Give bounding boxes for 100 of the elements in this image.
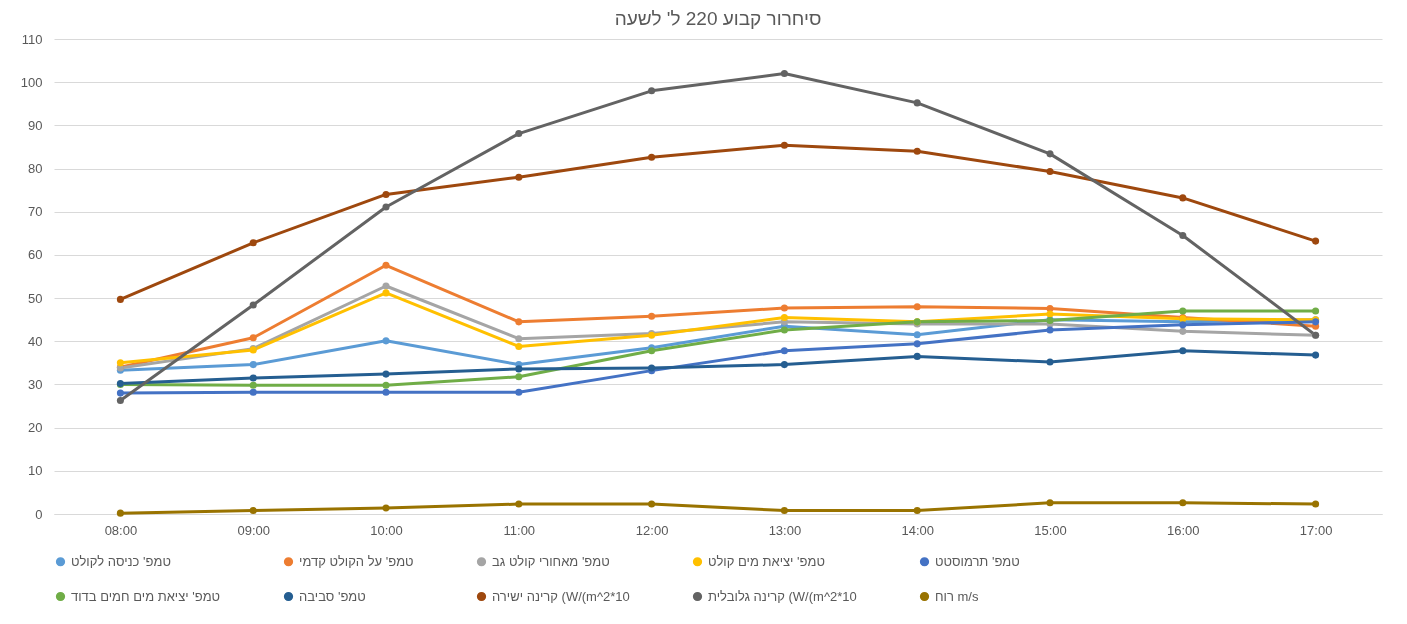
point [1046, 326, 1054, 334]
point [249, 334, 257, 342]
point [116, 396, 124, 404]
x-tick-label: 15:00 [1034, 522, 1067, 538]
legend-label: טמפ' כניסה לקולט [71, 553, 171, 569]
x-tick-label: 14:00 [901, 522, 934, 538]
point [648, 312, 656, 320]
point [780, 507, 788, 515]
point [249, 301, 257, 309]
point [780, 313, 788, 322]
point [1046, 310, 1054, 318]
x-tick-label: 10:00 [370, 522, 403, 538]
point [515, 335, 523, 343]
point [648, 87, 656, 95]
point [913, 147, 921, 155]
y-tick-label: 0 [35, 506, 43, 522]
point [1046, 499, 1054, 507]
x-tick-label: 12:00 [635, 522, 669, 538]
point [116, 295, 124, 303]
y-tick-label: 40 [28, 333, 43, 349]
point [913, 340, 921, 348]
point [913, 99, 921, 107]
point [515, 500, 523, 508]
x-tick-label: 11:00 [503, 522, 536, 538]
legend-label: טמפ' יציאת מים חמים בדוד [71, 588, 221, 604]
legend-label: טמפ' תרמוסטט [935, 553, 1020, 569]
point [382, 203, 390, 211]
point [515, 173, 523, 181]
point [515, 342, 523, 350]
point [249, 388, 257, 396]
x-tick-label: 16:00 [1167, 522, 1200, 538]
point [780, 141, 788, 149]
point [1179, 307, 1187, 315]
x-tick-label: 17:00 [1299, 522, 1333, 538]
point [780, 70, 788, 78]
legend-label: רוח m/s [935, 588, 979, 604]
point [1179, 327, 1187, 335]
point [382, 289, 390, 297]
legend-label: טמפ' על הקולט קדמי [299, 553, 414, 569]
point [116, 389, 124, 397]
point [913, 331, 921, 339]
point [515, 318, 523, 326]
point [515, 373, 523, 381]
point [780, 347, 788, 355]
point [382, 381, 390, 389]
point [1046, 150, 1054, 158]
legend-label: טמפ' מאחורי קולט גב [492, 553, 610, 569]
point [648, 500, 656, 508]
legend-label: טמפ' סביבה [299, 588, 366, 604]
legend-label: קרינה גלובלית (W/(m^2*10 [708, 588, 857, 604]
point [382, 370, 390, 378]
point [515, 388, 523, 396]
y-tick-label: 60 [28, 247, 43, 263]
point [913, 303, 921, 311]
point [648, 153, 656, 161]
point [515, 365, 523, 373]
point [913, 507, 921, 515]
y-tick-label: 100 [20, 74, 43, 90]
point [382, 190, 390, 198]
point [780, 361, 788, 369]
y-tick-label: 50 [28, 290, 43, 306]
point [1312, 307, 1320, 315]
y-tick-label: 110 [21, 31, 43, 47]
point [913, 352, 921, 360]
point [249, 361, 257, 369]
point [382, 261, 390, 269]
point [1179, 194, 1187, 202]
point [1312, 237, 1320, 245]
point [382, 282, 390, 290]
point [1046, 304, 1054, 312]
point [1312, 351, 1320, 359]
point [249, 239, 257, 247]
point [780, 326, 788, 334]
y-tick-label: 20 [28, 420, 43, 436]
chart-title: סיחרור קבוע 220 ל' לשעה [614, 8, 822, 29]
point [116, 509, 124, 517]
point [382, 337, 390, 345]
point [1179, 231, 1187, 240]
legend-label: קרינה ישירה (W/(m^2*10 [492, 588, 630, 604]
point [249, 507, 257, 515]
y-tick-label: 10 [28, 463, 43, 479]
point [249, 381, 257, 389]
point [1179, 347, 1187, 355]
point [1046, 358, 1054, 366]
x-tick-label: 09:00 [237, 522, 270, 538]
point [1179, 499, 1187, 507]
point [1046, 168, 1054, 176]
point [116, 359, 124, 367]
point [515, 130, 523, 138]
point [249, 374, 257, 382]
point [1312, 500, 1320, 508]
point [780, 304, 788, 312]
y-tick-label: 70 [28, 204, 43, 220]
point [382, 504, 390, 512]
y-tick-label: 30 [28, 376, 43, 392]
point [382, 388, 390, 396]
x-tick-label: 08:00 [104, 522, 138, 538]
legend-label: טמפ' יציאת מים קולט [708, 553, 825, 569]
y-tick-label: 80 [28, 161, 43, 177]
x-tick-label: 13:00 [768, 522, 802, 538]
